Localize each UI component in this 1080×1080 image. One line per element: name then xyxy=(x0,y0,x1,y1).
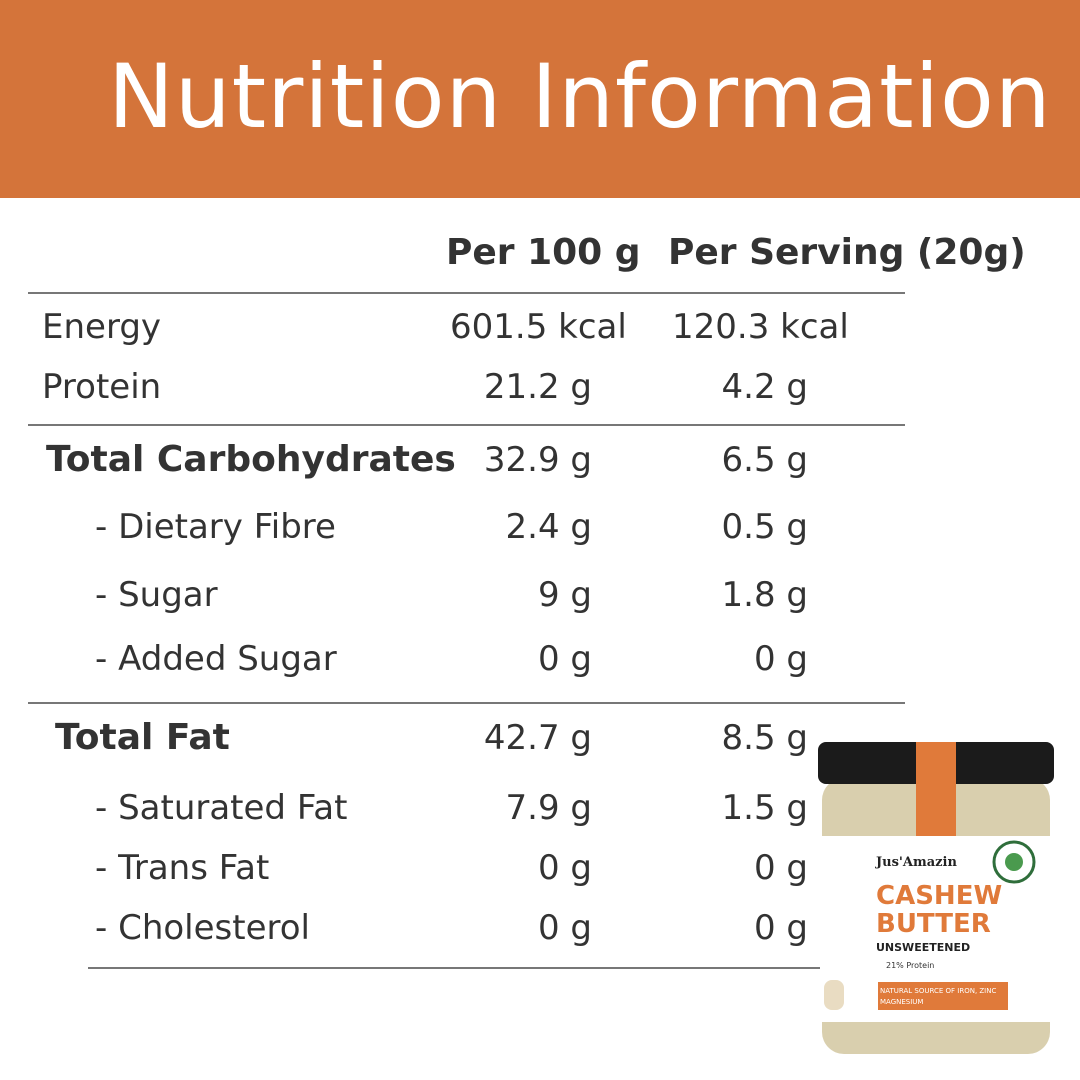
table-cell: 601.5 kcal xyxy=(450,307,627,347)
claim: 21% Protein xyxy=(886,961,934,970)
badge xyxy=(992,840,1036,884)
table-cell: 1.5 g xyxy=(721,788,808,828)
table-cell: 4.2 g xyxy=(721,367,808,407)
divider xyxy=(28,424,905,426)
table-cell: - Dietary Fibre xyxy=(95,507,336,547)
table-cell: 120.3 kcal xyxy=(672,307,849,347)
table-cell: 0 g xyxy=(537,639,592,679)
table-cell: 42.7 g xyxy=(483,718,592,758)
seal-strip xyxy=(916,742,956,836)
table-cell: - Saturated Fat xyxy=(95,788,348,828)
table-cell: Energy xyxy=(42,307,162,347)
table-cell: 0 g xyxy=(753,908,808,948)
table-cell: 0 g xyxy=(537,908,592,948)
table-cell: - Cholesterol xyxy=(95,908,310,948)
product-name: CASHEW xyxy=(876,881,1002,911)
divider xyxy=(88,967,820,969)
strip-text: NATURAL SOURCE OF IRON, ZINC xyxy=(880,987,996,995)
table-cell: 9 g xyxy=(537,575,592,615)
table-cell: - Added Sugar xyxy=(95,639,337,679)
table-cell: 32.9 g xyxy=(483,440,592,480)
table-cell: Protein xyxy=(42,367,162,407)
table-cell: 21.2 g xyxy=(483,367,592,407)
title: Nutrition Information xyxy=(108,45,1052,148)
divider xyxy=(28,292,905,294)
jar-lid xyxy=(818,742,1054,784)
brand: Jus'Amazin xyxy=(875,855,957,870)
badge xyxy=(1005,853,1023,871)
column-header: Per 100 g xyxy=(446,232,641,273)
table-cell: 0 g xyxy=(753,639,808,679)
variant: UNSWEETENED xyxy=(876,941,970,954)
table-cell: 8.5 g xyxy=(721,718,808,758)
table-cell: - Sugar xyxy=(95,575,218,615)
table-cell: 2.4 g xyxy=(505,507,592,547)
jar-label xyxy=(822,836,1050,1022)
table-cell: 7.9 g xyxy=(505,788,592,828)
strip-text: MAGNESIUM xyxy=(880,998,923,1006)
product-name: BUTTER xyxy=(876,909,991,939)
column-header: Per Serving (20g) xyxy=(668,232,1026,273)
table-cell: 0 g xyxy=(753,848,808,888)
header-band xyxy=(0,0,1080,198)
table-cell: 0 g xyxy=(537,848,592,888)
table-cell: 0.5 g xyxy=(721,507,808,547)
table-cell: 1.8 g xyxy=(721,575,808,615)
divider xyxy=(28,702,905,704)
table-cell: 6.5 g xyxy=(721,440,808,480)
info-strip xyxy=(878,982,1008,1010)
cashew xyxy=(824,980,844,1010)
table-cell: - Trans Fat xyxy=(95,848,270,888)
table-cell: Total Fat xyxy=(55,717,230,758)
table-cell: Total Carbohydrates xyxy=(46,439,456,480)
jar-body xyxy=(822,778,1050,1054)
